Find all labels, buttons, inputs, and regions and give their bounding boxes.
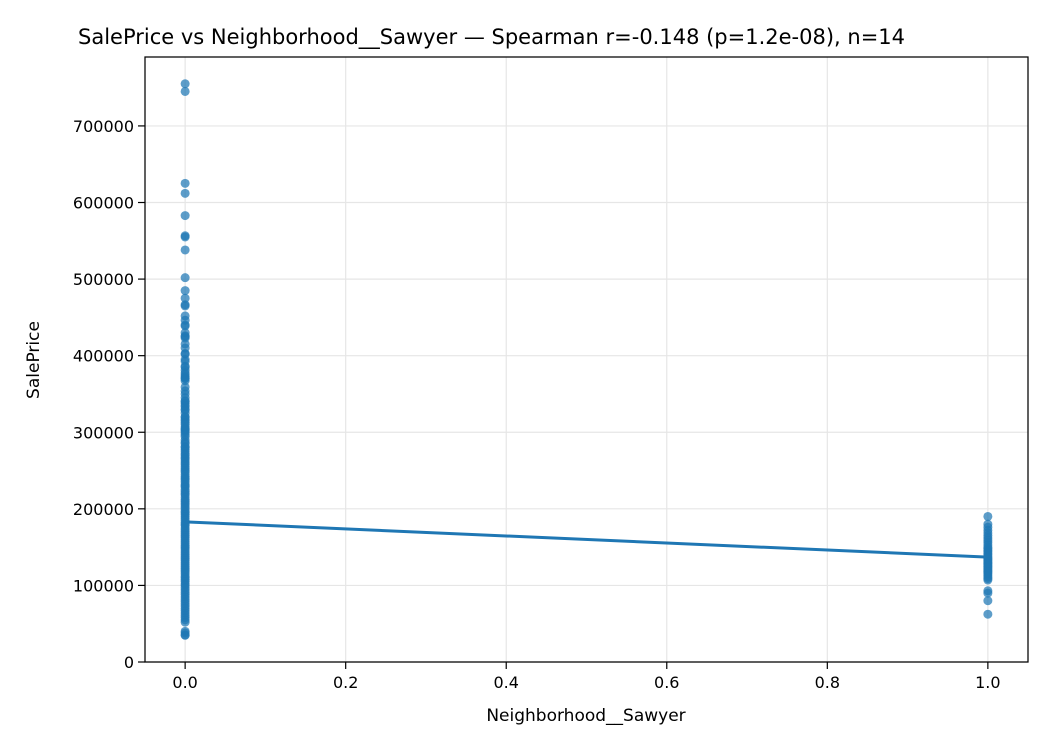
data-points — [180, 79, 993, 640]
y-tick-label: 500000 — [73, 270, 134, 289]
y-tick-label: 100000 — [73, 576, 134, 595]
data-point — [180, 286, 190, 296]
y-tick-label: 0 — [124, 653, 134, 672]
data-point — [180, 630, 190, 640]
data-point — [180, 178, 190, 188]
x-tick-label: 0.8 — [815, 673, 840, 692]
y-axis-label: SalePrice — [24, 321, 44, 399]
x-tick-label: 0.0 — [172, 673, 197, 692]
grid — [145, 57, 1028, 663]
trend-line — [185, 520, 988, 559]
data-point — [983, 609, 993, 619]
plot-frame — [144, 56, 1029, 663]
y-tick-label: 400000 — [73, 347, 134, 366]
data-point — [180, 86, 190, 96]
data-point — [180, 321, 190, 331]
x-axis-label: Neighborhood__Sawyer — [486, 706, 685, 726]
y-tick-label: 200000 — [73, 500, 134, 519]
data-point — [180, 617, 190, 627]
data-point — [180, 79, 190, 89]
data-point — [180, 301, 190, 311]
y-tick-label: 700000 — [73, 117, 134, 136]
data-point — [983, 588, 993, 598]
data-point — [180, 188, 190, 198]
x-tick-label: 1.0 — [975, 673, 1000, 692]
data-point — [180, 273, 190, 283]
y-tick-label: 600000 — [73, 194, 134, 213]
data-point — [180, 245, 190, 255]
x-axis-ticks: 0.0 0.2 0.4 0.6 0.8 1.0 — [172, 662, 1001, 692]
x-tick-label: 0.6 — [654, 673, 679, 692]
chart-title: SalePrice vs Neighborhood__Sawyer — Spea… — [78, 25, 905, 50]
data-point — [180, 232, 190, 242]
y-tick-label: 300000 — [73, 423, 134, 442]
data-point — [180, 293, 190, 303]
x-tick-label: 0.2 — [333, 673, 358, 692]
data-point — [983, 596, 993, 606]
x-tick-label: 0.4 — [494, 673, 519, 692]
y-axis-ticks: 0 100000 200000 300000 400000 500000 600000 700… — [73, 117, 145, 672]
data-point — [180, 376, 190, 386]
data-point — [983, 511, 993, 521]
data-point — [983, 575, 993, 585]
data-point — [180, 211, 190, 221]
